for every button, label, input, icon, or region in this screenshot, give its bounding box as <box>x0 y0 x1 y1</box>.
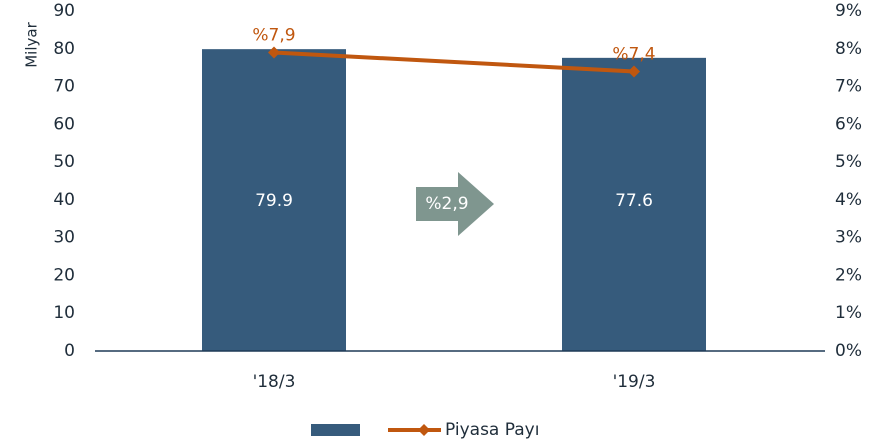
y2-tick-label: 4% <box>835 190 862 210</box>
legend-label: Piyasa Payı <box>445 420 539 440</box>
y-tick-label: 60 <box>53 114 75 134</box>
line-marker <box>268 46 280 59</box>
legend-marker <box>418 424 430 436</box>
bar <box>562 57 706 351</box>
y-tick-label: 0 <box>64 341 75 361</box>
y2-tick-label: 6% <box>835 114 862 134</box>
x-tick-label: '18/3 <box>253 372 296 392</box>
y2-tick-label: 5% <box>835 152 862 172</box>
y2-tick-label: 2% <box>835 265 862 285</box>
y2-tick-label: 7% <box>835 77 862 97</box>
y-tick-label: 30 <box>53 228 75 248</box>
y-tick-label: 80 <box>53 39 75 59</box>
y2-tick-label: 8% <box>835 39 862 59</box>
y2-tick-label: 1% <box>835 303 862 323</box>
line <box>273 50 635 74</box>
x-tick-label: '19/3 <box>613 372 656 392</box>
bar-value-label: 79.9 <box>255 191 293 211</box>
line-marker <box>628 65 640 78</box>
line-value-label: %7,9 <box>252 26 295 46</box>
y-axis-label: Milyar <box>23 21 41 67</box>
legend-swatch <box>311 424 360 436</box>
y-tick-label: 10 <box>53 303 75 323</box>
y-tick-label: 90 <box>53 1 75 21</box>
annotation-arrow <box>416 172 494 236</box>
y-tick-label: 70 <box>53 77 75 97</box>
y-tick-label: 40 <box>53 190 75 210</box>
bar <box>202 49 346 352</box>
bar-value-label: 77.6 <box>615 191 653 211</box>
y-tick-label: 50 <box>53 152 75 172</box>
line-value-label: %7,4 <box>612 44 655 64</box>
y-tick-label: 20 <box>53 265 75 285</box>
y2-tick-label: 3% <box>835 228 862 248</box>
y2-tick-label: 9% <box>835 1 862 21</box>
y2-tick-label: 0% <box>835 341 862 361</box>
annotation: %2,9 <box>425 194 468 214</box>
